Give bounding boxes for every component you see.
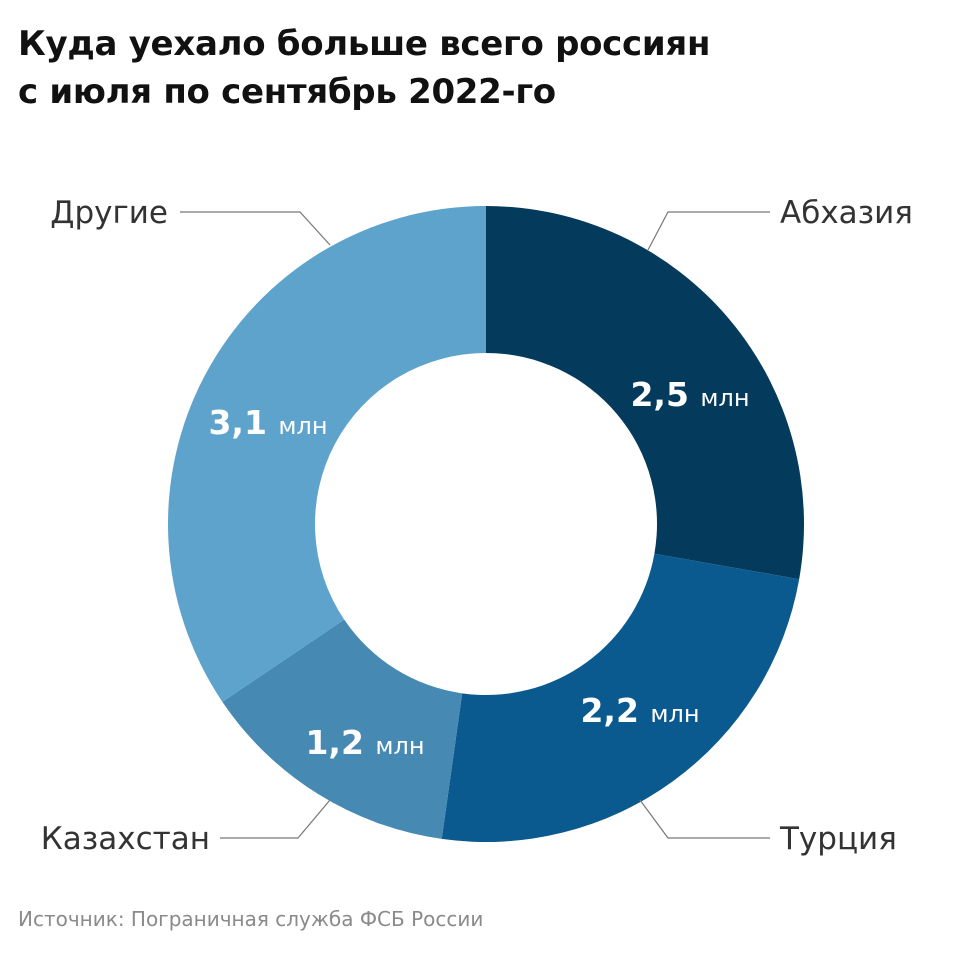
donut-slice-2 xyxy=(222,619,463,839)
donut-slice-0 xyxy=(486,206,804,580)
leader-line-2 xyxy=(220,799,331,839)
value-label-1: 2,2 млн xyxy=(580,691,699,730)
source-note: Источник: Пограничная служба ФСБ России xyxy=(18,907,484,931)
value-label-0: 2,5 млн xyxy=(630,375,749,414)
donut-slice-3 xyxy=(168,206,486,702)
category-label-2: Казахстан xyxy=(41,821,210,857)
category-label-0: Абхазия xyxy=(780,195,913,231)
chart-title: Куда уехало больше всего россиян с июля … xyxy=(18,20,710,116)
value-label-2: 1,2 млн xyxy=(305,723,424,762)
leader-line-0 xyxy=(647,211,770,251)
value-label-3: 3,1 млн xyxy=(208,403,327,442)
category-label-3: Другие xyxy=(50,195,168,231)
donut-slice-1 xyxy=(441,553,800,843)
title-line-1: Куда уехало больше всего россиян xyxy=(18,24,711,64)
title-line-2: с июля по сентябрь 2022-го xyxy=(18,72,556,112)
leader-line-3 xyxy=(180,211,331,246)
category-label-1: Турция xyxy=(779,821,897,857)
leader-line-1 xyxy=(639,799,770,839)
